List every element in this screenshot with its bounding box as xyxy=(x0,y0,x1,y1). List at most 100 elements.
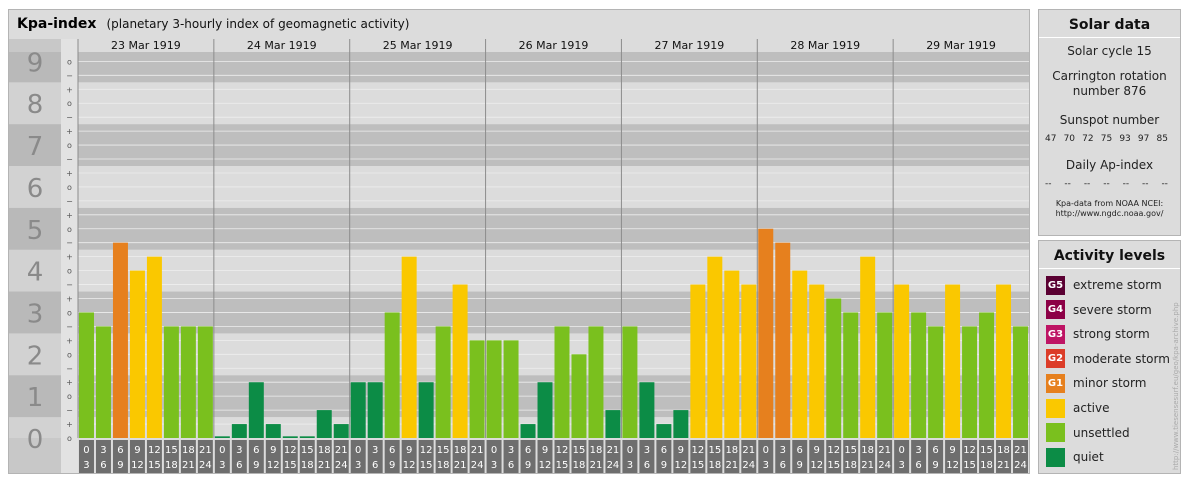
day-label: 23 Mar 1919 xyxy=(111,39,181,52)
y-minor-label: o xyxy=(67,350,72,359)
y-band-label-bg xyxy=(9,82,61,125)
activity-level-swatch: G1 xyxy=(1046,373,1065,393)
interval-box xyxy=(690,440,706,473)
activity-level-swatch: G4 xyxy=(1046,300,1065,320)
interval-box xyxy=(962,440,978,473)
y-band-label-bg xyxy=(9,249,61,292)
y-minor-label: + xyxy=(66,211,73,220)
y-minor-label: + xyxy=(66,253,73,262)
kp-bar xyxy=(265,424,281,438)
interval-box xyxy=(792,440,808,473)
kp-bar xyxy=(639,382,655,438)
interval-box xyxy=(656,440,672,473)
interval-box xyxy=(197,440,213,473)
activity-level-item: G4 severe storm xyxy=(1046,300,1152,320)
interval-box xyxy=(112,440,128,473)
interval-box xyxy=(333,440,349,473)
kp-bar xyxy=(1013,326,1028,438)
interval-start-label: 0 xyxy=(491,445,497,456)
kp-bar xyxy=(775,242,791,438)
interval-box xyxy=(945,440,961,473)
interval-end-label: 24 xyxy=(607,460,620,471)
interval-box xyxy=(486,440,502,473)
interval-box xyxy=(316,440,332,473)
interval-start-label: 18 xyxy=(725,445,738,456)
activity-level-swatch xyxy=(1046,398,1065,418)
interval-box xyxy=(639,440,655,473)
y-tick-label: 2 xyxy=(27,341,44,371)
kp-bar xyxy=(350,382,366,438)
kp-bar xyxy=(79,312,94,438)
activity-level-label: quiet xyxy=(1073,450,1104,465)
chart-title-main: Kpa-index xyxy=(17,16,97,32)
kp-bar xyxy=(945,284,961,438)
interval-start-label: 6 xyxy=(389,445,395,456)
interval-box xyxy=(384,440,400,473)
kp-bar xyxy=(231,424,247,438)
activity-level-item: G5 extreme storm xyxy=(1046,275,1162,295)
interval-end-label: 21 xyxy=(318,460,331,471)
interval-end-label: 15 xyxy=(556,460,569,471)
activity-level-item: quiet xyxy=(1046,447,1104,467)
interval-end-label: 21 xyxy=(725,460,738,471)
interval-end-label: 15 xyxy=(148,460,161,471)
kp-bar xyxy=(299,436,315,438)
interval-start-label: 3 xyxy=(508,445,514,456)
y-minor-label: − xyxy=(66,155,73,164)
interval-box xyxy=(503,440,519,473)
activity-level-item: active xyxy=(1046,398,1109,418)
interval-box xyxy=(775,440,791,473)
source-link[interactable]: http://www.ngdc.noaa.gov/ xyxy=(1055,209,1164,218)
kp-bar xyxy=(367,382,383,438)
y-minor-label: o xyxy=(67,99,72,108)
interval-start-label: 12 xyxy=(963,445,976,456)
interval-end-label: 6 xyxy=(508,460,514,471)
sunspot-number-value: 75 xyxy=(1100,134,1113,144)
y-minor-label: o xyxy=(67,308,72,317)
interval-end-label: 18 xyxy=(437,460,450,471)
activity-level-item: G1 minor storm xyxy=(1046,373,1146,393)
interval-start-label: 6 xyxy=(661,445,667,456)
kp-bar xyxy=(741,284,757,438)
interval-start-label: 15 xyxy=(437,445,450,456)
interval-box xyxy=(860,440,876,473)
ap-label: Daily Ap-index xyxy=(1065,158,1154,172)
interval-end-label: 6 xyxy=(236,460,242,471)
activity-levels-title: Activity levels xyxy=(1039,241,1180,269)
interval-box xyxy=(741,440,757,473)
interval-box xyxy=(214,440,230,473)
y-minor-label: o xyxy=(67,434,72,443)
interval-box xyxy=(231,440,247,473)
interval-end-label: 24 xyxy=(878,460,891,471)
kp-bar xyxy=(792,270,808,438)
kp-bar xyxy=(129,270,145,438)
interval-end-label: 12 xyxy=(946,460,959,471)
sunspot-number-value: 47 xyxy=(1045,134,1057,144)
interval-start-label: 18 xyxy=(997,445,1010,456)
y-minor-label: o xyxy=(67,57,72,66)
activity-level-item: unsettled xyxy=(1046,423,1130,443)
kp-bar xyxy=(605,410,621,438)
y-minor-label: o xyxy=(67,183,72,192)
y-minor-label: o xyxy=(67,225,72,234)
interval-end-label: 15 xyxy=(963,460,976,471)
interval-start-label: 12 xyxy=(556,445,569,456)
y-band xyxy=(78,417,1029,438)
kp-bar xyxy=(571,354,587,438)
y-minor-label: − xyxy=(66,113,73,122)
y-minor-label: + xyxy=(66,169,73,178)
sunspot-number-value: 97 xyxy=(1137,134,1150,144)
interval-end-label: 24 xyxy=(1014,460,1027,471)
interval-end-label: 3 xyxy=(355,460,361,471)
interval-start-label: 18 xyxy=(182,445,195,456)
interval-start-label: 15 xyxy=(573,445,586,456)
kp-bar xyxy=(316,410,332,438)
chart-title: Kpa-index (planetary 3-hourly index of ge… xyxy=(17,16,409,32)
y-tick-label: 9 xyxy=(27,48,44,78)
interval-end-label: 24 xyxy=(742,460,755,471)
kp-bar xyxy=(282,436,298,438)
interval-box xyxy=(724,440,740,473)
interval-box xyxy=(146,440,162,473)
interval-box xyxy=(979,440,995,473)
interval-start-label: 0 xyxy=(763,445,769,456)
